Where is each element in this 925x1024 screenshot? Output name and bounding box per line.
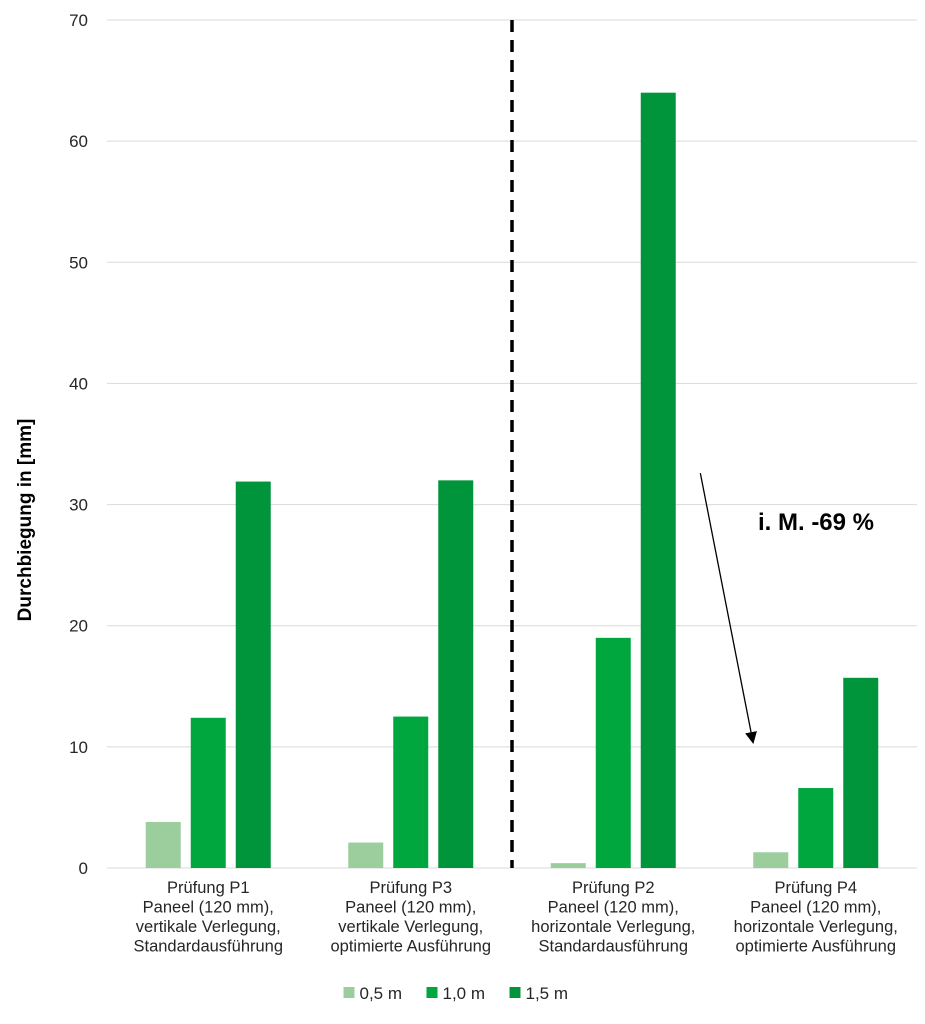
category-label: Prüfung P2 Paneel (120 mm), horizontale Ve… — [531, 879, 695, 956]
y-tick-label: 50 — [69, 253, 88, 272]
y-axis-label: Durchbiegung in [mm] — [15, 419, 36, 622]
bar — [640, 92, 676, 868]
bar — [798, 788, 834, 868]
legend-swatch — [509, 987, 521, 998]
y-tick-label: 70 — [69, 11, 88, 30]
category-labels: Prüfung P1 Paneel (120 mm), vertikale Verl… — [133, 879, 897, 956]
bar — [145, 821, 181, 868]
category-label: Prüfung P3 Paneel (120 mm), vertikale Verl… — [330, 879, 491, 956]
category-label: Prüfung P4 Paneel (120 mm), horizontale Ve… — [734, 879, 898, 956]
category-label: Prüfung P1 Paneel (120 mm), vertikale Verl… — [133, 879, 283, 956]
legend-label: 0,5 m — [360, 984, 403, 1003]
legend-swatch — [426, 987, 438, 998]
y-tick-label: 40 — [69, 374, 88, 393]
y-tick-label: 10 — [69, 738, 88, 757]
y-tick-label: 0 — [79, 859, 88, 878]
y-tick-label: 60 — [69, 132, 88, 151]
annotation-arrow — [699, 472, 757, 744]
bars — [145, 92, 879, 868]
legend-swatch — [343, 987, 355, 998]
bar — [348, 842, 384, 868]
bar — [550, 863, 586, 868]
bar — [190, 717, 226, 868]
y-axis-ticks: 0 10 20 30 40 50 60 70 — [69, 11, 88, 878]
bar — [438, 480, 474, 868]
bar — [753, 852, 789, 868]
annotation-text: i. M. -69 % — [758, 509, 874, 536]
y-tick-label: 20 — [69, 617, 88, 636]
bar — [595, 637, 631, 868]
bar — [235, 481, 271, 868]
legend-label: 1,5 m — [526, 984, 569, 1003]
y-tick-label: 30 — [69, 496, 88, 515]
legend-label: 1,0 m — [443, 984, 486, 1003]
bar — [843, 677, 879, 868]
legend: 0,5 m 1,0 m 1,5 m — [343, 984, 569, 1003]
bar — [393, 716, 429, 868]
